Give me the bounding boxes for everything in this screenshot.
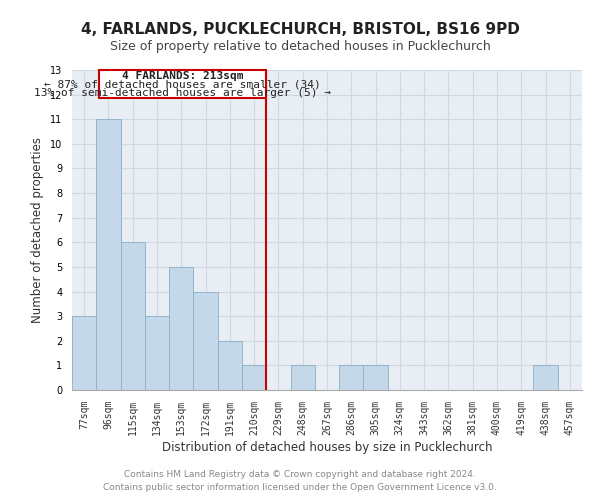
Bar <box>533 366 558 390</box>
Bar <box>145 316 169 390</box>
Bar <box>364 366 388 390</box>
FancyBboxPatch shape <box>99 70 266 98</box>
Text: 4, FARLANDS, PUCKLECHURCH, BRISTOL, BS16 9PD: 4, FARLANDS, PUCKLECHURCH, BRISTOL, BS16… <box>80 22 520 38</box>
Text: Size of property relative to detached houses in Pucklechurch: Size of property relative to detached ho… <box>110 40 490 53</box>
X-axis label: Distribution of detached houses by size in Pucklechurch: Distribution of detached houses by size … <box>162 440 492 454</box>
Bar <box>218 341 242 390</box>
Bar <box>72 316 96 390</box>
Text: 4 FARLANDS: 213sqm: 4 FARLANDS: 213sqm <box>122 71 243 81</box>
Bar <box>242 366 266 390</box>
Bar <box>339 366 364 390</box>
Bar <box>193 292 218 390</box>
Bar <box>121 242 145 390</box>
Bar <box>96 119 121 390</box>
Text: ← 87% of detached houses are smaller (34): ← 87% of detached houses are smaller (34… <box>44 80 321 90</box>
Bar <box>290 366 315 390</box>
Bar <box>169 267 193 390</box>
Text: Contains HM Land Registry data © Crown copyright and database right 2024.
Contai: Contains HM Land Registry data © Crown c… <box>103 470 497 492</box>
Y-axis label: Number of detached properties: Number of detached properties <box>31 137 44 323</box>
Text: 13% of semi-detached houses are larger (5) →: 13% of semi-detached houses are larger (… <box>34 88 331 98</box>
